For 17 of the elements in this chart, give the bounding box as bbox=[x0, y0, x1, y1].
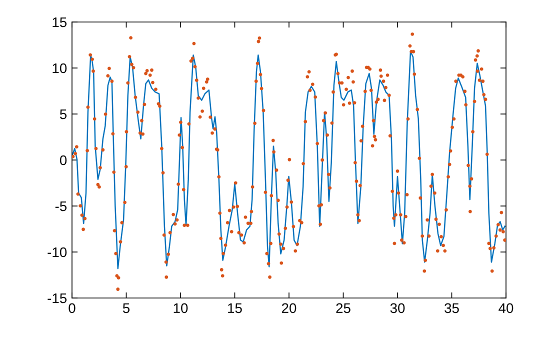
x-tick-label: 40 bbox=[498, 303, 514, 314]
y-tick-label: 0 bbox=[60, 155, 67, 166]
x-tick-label: 25 bbox=[336, 303, 350, 314]
x-tick-label: 10 bbox=[174, 303, 188, 314]
y-tick-label: -15 bbox=[48, 293, 67, 304]
y-tick-label: -5 bbox=[55, 201, 67, 212]
y-tick-label: -10 bbox=[48, 247, 67, 258]
line-series bbox=[72, 50, 506, 270]
y-tick-label: 10 bbox=[52, 63, 67, 74]
x-tick-label: 5 bbox=[122, 303, 130, 314]
x-tick-label: 20 bbox=[282, 303, 296, 314]
x-tick-label: 35 bbox=[444, 303, 459, 314]
x-tick-label: 0 bbox=[68, 303, 76, 314]
x-tick-label: 15 bbox=[228, 303, 242, 314]
y-tick-label: 15 bbox=[52, 17, 67, 28]
x-tick-label: 30 bbox=[390, 303, 405, 314]
y-tick-label: 5 bbox=[60, 109, 67, 120]
